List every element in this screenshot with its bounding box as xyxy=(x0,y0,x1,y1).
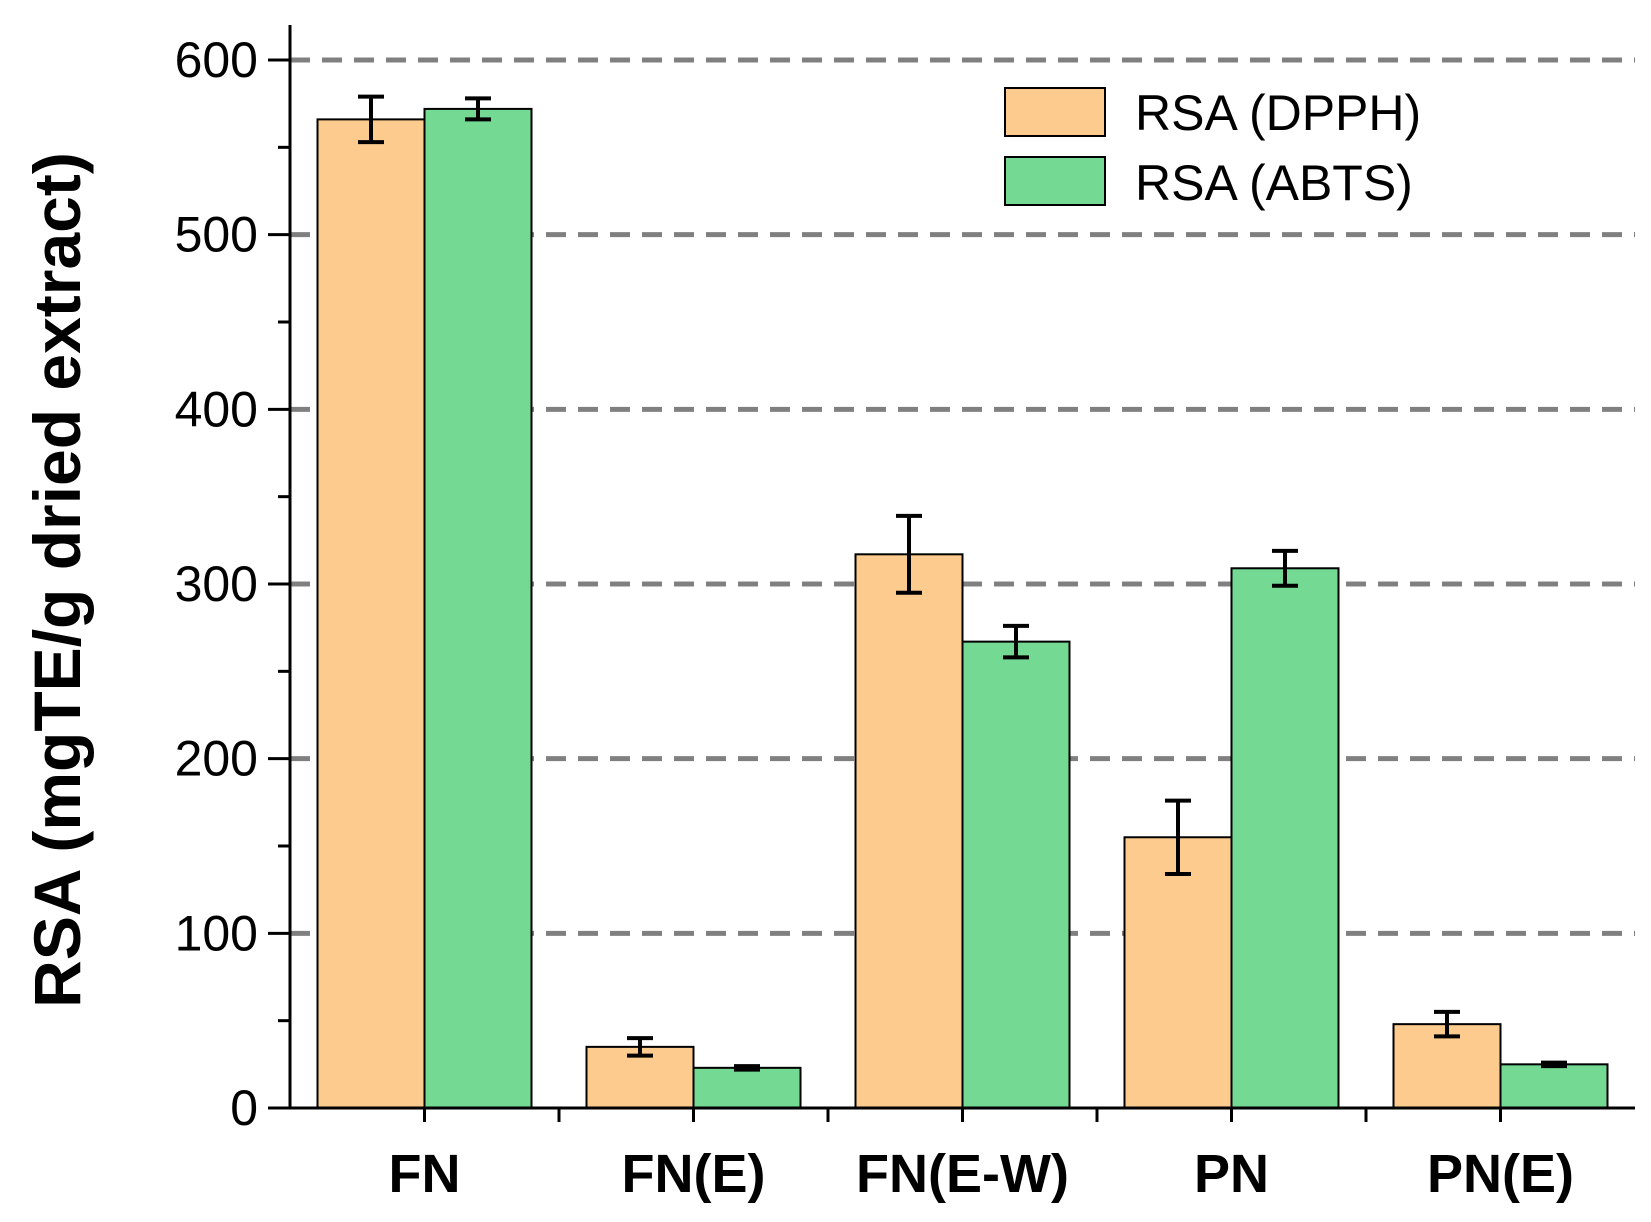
category-label-FN(E): FN(E) xyxy=(622,1144,766,1204)
error-bars xyxy=(358,94,1567,1072)
y-tick-label-500: 500 xyxy=(175,207,258,263)
bar-FN-abts xyxy=(423,107,533,1109)
y-tick-label-300: 300 xyxy=(175,556,258,612)
y-axis-title: RSA (mgTE/g dried extract) xyxy=(20,152,94,1008)
legend-swatch-abts xyxy=(1004,156,1106,206)
error-bar-PN(E)-abts xyxy=(1541,1060,1567,1069)
error-bar-FN(E)-abts xyxy=(734,1064,760,1072)
error-bar-PN-abts xyxy=(1272,548,1298,588)
axes xyxy=(268,25,1635,1122)
error-bar-FN(E-W)-abts xyxy=(1003,623,1029,660)
error-bar-FN(E-W)-dpph xyxy=(896,513,922,595)
bar-PN-abts xyxy=(1230,567,1340,1109)
error-bar-FN(E)-dpph xyxy=(627,1036,653,1058)
bar-FN(E)-abts xyxy=(692,1066,802,1109)
legend-label-abts: RSA (ABTS) xyxy=(1135,155,1413,211)
error-bar-PN-dpph xyxy=(1165,798,1191,876)
legend: RSA (DPPH) RSA (ABTS) xyxy=(1004,85,1421,211)
error-bar-PN(E)-dpph xyxy=(1434,1009,1460,1039)
legend-label-dpph: RSA (DPPH) xyxy=(1135,85,1421,141)
y-tick-label-100: 100 xyxy=(175,905,258,961)
category-label-PN: PN xyxy=(1194,1144,1269,1204)
error-bar-FN-dpph xyxy=(358,94,384,145)
y-tick-label-200: 200 xyxy=(175,731,258,787)
category-labels: FN FN(E) FN(E-W) PN PN(E) xyxy=(389,1144,1574,1204)
y-tick-label-0: 0 xyxy=(230,1080,258,1136)
category-label-FN: FN xyxy=(389,1144,461,1204)
bar-PN(E)-abts xyxy=(1499,1063,1609,1110)
bar-FN-dpph xyxy=(316,118,426,1110)
bar-FN(E-W)-dpph xyxy=(854,553,964,1109)
tick-labels: 0 100 200 300 400 500 600 xyxy=(175,32,258,1136)
bars xyxy=(316,107,1609,1110)
bar-PN-dpph xyxy=(1123,836,1233,1109)
bar-FN(E-W)-abts xyxy=(961,640,1071,1109)
category-label-PN(E): PN(E) xyxy=(1427,1144,1574,1204)
y-tick-label-400: 400 xyxy=(175,381,258,437)
y-tick-label-600: 600 xyxy=(175,32,258,88)
category-label-FN(E-W): FN(E-W) xyxy=(856,1144,1069,1204)
error-bar-FN-abts xyxy=(465,96,491,122)
legend-swatch-dpph xyxy=(1004,87,1106,137)
